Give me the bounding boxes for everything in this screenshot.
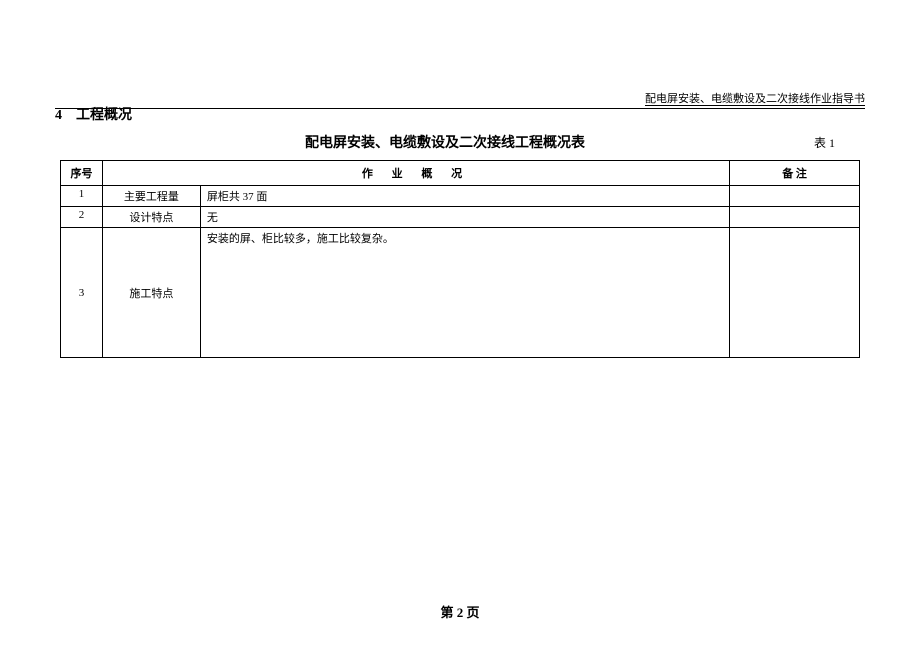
cell-desc: 屏柜共 37 面 [200,186,729,207]
cell-num: 3 [61,228,103,358]
table-header-row: 序号 作 业 概 况 备 注 [61,161,860,186]
page-number: 第 2 页 [0,602,920,621]
cell-label: 设计特点 [102,207,200,228]
cell-note [730,228,860,358]
table-row: 2 设计特点 无 [61,207,860,228]
cell-num: 1 [61,186,103,207]
cell-note [730,186,860,207]
running-header: 配电屏安装、电缆敷设及二次接线作业指导书 [55,90,865,109]
table-row: 1 主要工程量 屏柜共 37 面 [61,186,860,207]
col-header-num: 序号 [61,161,103,186]
section-heading: 4 工程概况 [55,104,132,124]
cell-label: 施工特点 [102,228,200,358]
table-label: 表 1 [814,134,835,151]
running-title: 配电屏安装、电缆敷设及二次接线作业指导书 [645,90,865,106]
cell-num: 2 [61,207,103,228]
cell-desc: 安装的屏、柜比较多，施工比较复杂。 [200,228,729,358]
overview-table: 序号 作 业 概 况 备 注 1 主要工程量 屏柜共 37 面 2 设计特点 无… [60,160,860,358]
table-row: 3 施工特点 安装的屏、柜比较多，施工比较复杂。 [61,228,860,358]
col-header-desc: 作 业 概 况 [102,161,729,186]
section-title-text: 工程概况 [76,108,132,123]
table-title: 配电屏安装、电缆敷设及二次接线工程概况表 [305,132,585,152]
col-header-note: 备 注 [730,161,860,186]
section-number: 4 [55,108,62,123]
cell-label: 主要工程量 [102,186,200,207]
cell-desc: 无 [200,207,729,228]
cell-note [730,207,860,228]
table-caption-row: 配电屏安装、电缆敷设及二次接线工程概况表 表 1 [55,132,865,152]
